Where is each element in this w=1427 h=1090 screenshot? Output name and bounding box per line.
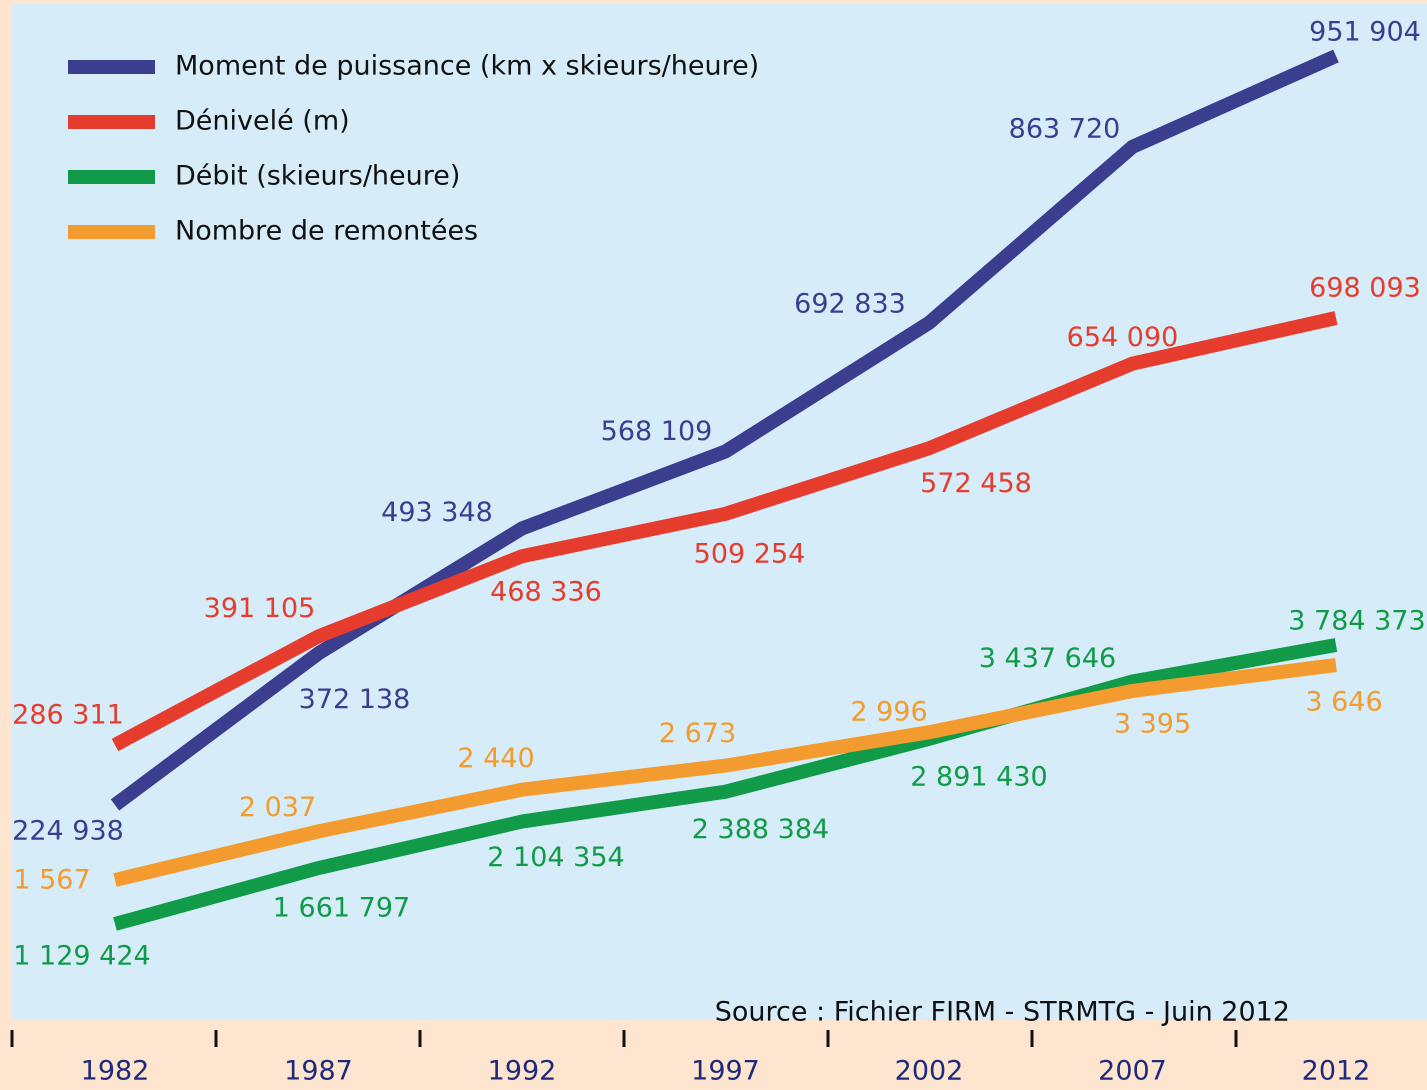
series-line [113, 658, 1337, 887]
data-label: 468 336 [490, 577, 602, 608]
series-line [111, 311, 1338, 752]
source-note: Source : Fichier FIRM - STRMTG - Juin 20… [715, 997, 1290, 1028]
data-label: 2 388 384 [692, 814, 829, 845]
data-label: 692 833 [794, 288, 906, 319]
x-tick-label: 1987 [284, 1056, 353, 1087]
x-tick-label: 1997 [691, 1056, 760, 1087]
data-label: 286 311 [12, 700, 124, 731]
data-label: 863 720 [1009, 113, 1121, 144]
data-label: 2 673 [659, 718, 736, 749]
x-tick-label: 2012 [1302, 1056, 1371, 1087]
data-label: 3 646 [1305, 687, 1382, 718]
data-label: 568 109 [601, 416, 713, 447]
data-label: 372 138 [299, 684, 411, 715]
data-label: 224 938 [12, 816, 124, 847]
series-line [110, 49, 1339, 811]
data-label: 951 904 [1309, 17, 1421, 48]
data-label: 509 254 [694, 538, 806, 569]
data-label: 654 090 [1067, 322, 1179, 353]
series-line [113, 638, 1338, 931]
x-tick-label: 1992 [488, 1056, 557, 1087]
legend-label: Dénivelé (m) [175, 106, 350, 137]
data-label: 1 129 424 [13, 941, 150, 972]
data-label: 572 458 [920, 468, 1032, 499]
data-label: 2 996 [850, 697, 927, 728]
data-label: 2 891 430 [910, 761, 1047, 792]
x-tick-label: 1982 [81, 1056, 150, 1087]
data-label: 2 104 354 [487, 842, 624, 873]
data-label: 391 105 [204, 593, 316, 624]
legend-label: Moment de puissance (km x skieurs/heure) [175, 51, 759, 82]
legend-label: Débit (skieurs/heure) [175, 161, 460, 192]
x-tick-label: 2002 [895, 1056, 964, 1087]
data-label: 493 348 [381, 497, 493, 528]
x-tick-label: 2007 [1098, 1056, 1167, 1087]
data-label: 2 440 [457, 743, 534, 774]
legend-label: Nombre de remontées [175, 216, 478, 247]
data-label: 1 567 [13, 865, 90, 896]
data-label: 698 093 [1309, 273, 1421, 304]
data-label: 3 784 373 [1288, 606, 1425, 637]
data-label: 1 661 797 [273, 893, 410, 924]
data-label: 3 437 646 [979, 643, 1116, 674]
data-label: 2 037 [239, 792, 316, 823]
data-label: 3 395 [1114, 708, 1191, 739]
